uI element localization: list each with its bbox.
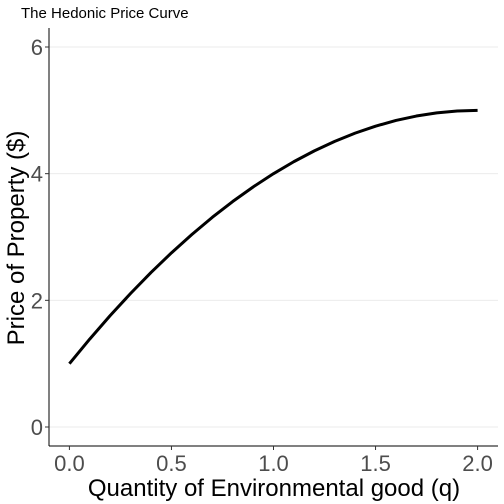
y-tick-label-1: 2 xyxy=(31,288,43,313)
gridlines xyxy=(49,46,498,428)
axes xyxy=(45,28,498,450)
x-tick-label-2: 1.0 xyxy=(258,451,289,476)
y-tick-label-0: 0 xyxy=(31,415,43,440)
x-tick-label-0: 0.0 xyxy=(54,451,85,476)
x-tick-label-1: 0.5 xyxy=(156,451,187,476)
y-tick-label-2: 4 xyxy=(31,162,43,187)
x-axis-label: Quantity of Environmental good (q) xyxy=(88,475,460,502)
x-tick-label-3: 1.5 xyxy=(360,451,391,476)
chart-title: The Hedonic Price Curve xyxy=(21,5,189,22)
series-line-0 xyxy=(68,108,478,365)
y-tick-label-3: 6 xyxy=(31,35,43,60)
y-axis-label: Price of Property ($) xyxy=(3,131,30,346)
x-tick-label-4: 2.0 xyxy=(462,451,493,476)
tick-labels: 0.0 0.5 1.0 1.5 2.0 0 2 4 6 xyxy=(31,35,493,476)
series-group xyxy=(68,108,478,365)
